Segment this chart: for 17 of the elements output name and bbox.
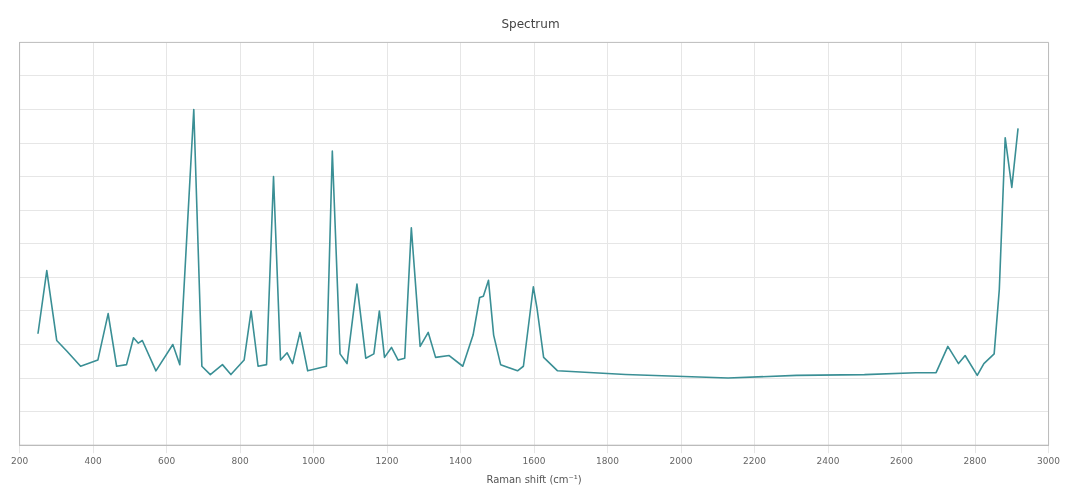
x-tick-label: 400	[84, 455, 102, 466]
x-tick-label: 1200	[375, 455, 399, 466]
x-tick-label: 2000	[669, 455, 693, 466]
x-tick-label: 1400	[449, 455, 473, 466]
x-tick-label: 1000	[302, 455, 326, 466]
x-tick-label: 1600	[522, 455, 546, 466]
x-tick-label: 1800	[596, 455, 620, 466]
chart-title: Spectrum	[501, 17, 560, 32]
x-tick-label: 3000	[1037, 455, 1061, 466]
x-tick-label: 2200	[743, 455, 767, 466]
x-tick-label: 2800	[963, 455, 987, 466]
x-axis-title: Raman shift (cm⁻¹)	[486, 473, 582, 485]
x-tick-label: 200	[11, 455, 29, 466]
x-tick-label: 600	[157, 455, 176, 466]
x-tick-label: 2600	[890, 455, 914, 466]
x-tick-label: 2400	[816, 455, 840, 466]
x-tick-label: 800	[231, 455, 249, 466]
